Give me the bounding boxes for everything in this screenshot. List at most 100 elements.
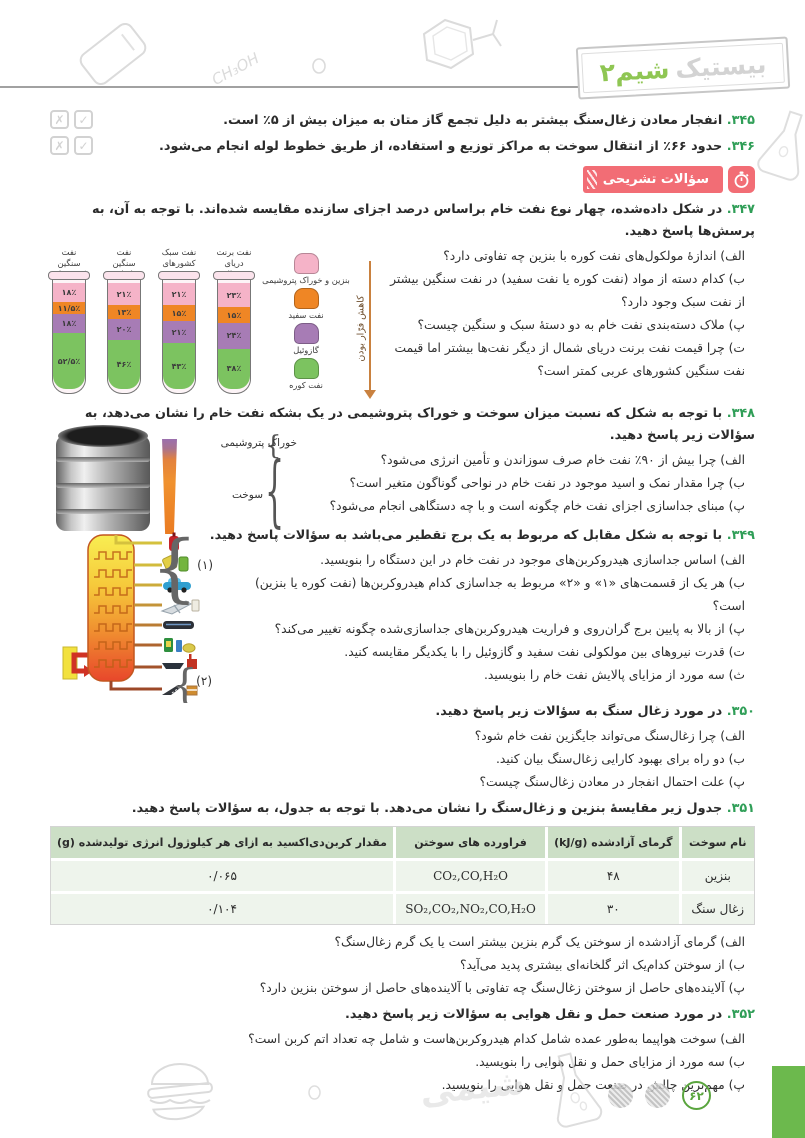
dot-doodle <box>312 58 326 74</box>
subquestion: ب) هر یک از قسمت‌های «۱» و «۲» مربوط به … <box>254 576 745 613</box>
product-pipes <box>109 535 162 691</box>
tube-segment: ۱۵٪ <box>218 307 250 324</box>
question-347-subquestions: الف) اندازهٔ مولکول‌های نفت کوره با بنزی… <box>380 245 755 383</box>
header-divider <box>0 86 578 88</box>
decorative-circle <box>645 1083 670 1108</box>
tube-arab-heavy: نفت سنگین کشورهای عربی ۱۸٪ ۱۱/۵٪ ۱۸٪ ۵۲/… <box>48 247 90 394</box>
table-header-row: نام سوخت گرمای آزادشده (kJ/g) فراورده ها… <box>51 827 754 860</box>
subquestion: الف) چرا زغال‌سنگ می‌تواند جایگزین نفت خ… <box>474 729 745 743</box>
section-badge-label: سؤالات تشریحی <box>582 166 723 193</box>
subquestion: پ) از بالا به پایین برج گران‌روی و فراری… <box>274 622 745 636</box>
brand-logo: بیستیک شیم۲ <box>575 36 791 100</box>
tube-segment: ۲۱٪ <box>163 283 195 306</box>
group1-brace: } <box>151 527 198 611</box>
subquestion: ب) دو راه برای بهبود کارایی زغال‌سنگ بیا… <box>496 752 745 766</box>
oil-barrel <box>56 425 150 531</box>
tube-segment: ۲۱٪ <box>163 321 195 344</box>
ship-factory-icon <box>162 654 197 669</box>
tower-trays <box>94 551 132 668</box>
tube-segment: ۱۸٪ <box>53 314 85 334</box>
tube-iran-heavy: نفت سنگین ایران ۲۱٪ ۱۳٪ ۲۰٪ ۴۶٪ <box>103 247 145 394</box>
section-badge: سؤالات تشریحی <box>50 166 755 193</box>
group2-label: (۲) <box>196 674 212 688</box>
statement-345-text: ۳۴۵. انفجار معادن زغال‌سنگ بیشتر به دلیل… <box>223 113 755 128</box>
subquestion: الف) اساس جداسازی هیدروکربن‌های موجود در… <box>320 553 745 567</box>
subquestion: الف) گرمای آزادشده از سوختن یک گرم بنزین… <box>334 935 745 949</box>
oil-barrel-figure: } خوراک پتروشیمی } سوخت <box>56 425 306 539</box>
gas-cylinder-icon <box>169 532 179 551</box>
flask-doodle-bottom <box>536 1044 609 1133</box>
statement-346: ۳۴۶. حدود ۶۶٪ از انتقال سوخت به مراکز تو… <box>50 136 755 157</box>
oil-cans-icon <box>164 638 196 653</box>
cell-products: SO₂,CO₂,NO₂,CO,H₂O <box>392 891 547 924</box>
feedstock-label: خوراک پتروشیمی <box>220 437 297 449</box>
crude-oil-composition-chart: کاهش فرّار بودن بنزین و خوراک پتروشیمی ن… <box>48 245 380 399</box>
question-352: ۳۵۲. در مورد صنعت حمل و نقل هوایی به سؤا… <box>50 1004 755 1097</box>
tube-segment: ۱۵٪ <box>163 305 195 322</box>
cell-fuel: زغال سنگ <box>678 891 754 924</box>
column-header-co2: مقدار کربن‌دی‌اکسید به ازای هر کیلوژول ا… <box>51 827 395 860</box>
tube-segment: ۲۴٪ <box>218 323 250 349</box>
subquestion: پ) ملاک دسته‌بندی نفت خام به دو دستهٔ سب… <box>417 318 745 332</box>
legend-swatch-kerosene <box>293 288 319 309</box>
statement-346-text: ۳۴۶. حدود ۶۶٪ از انتقال سوخت به مراکز تو… <box>159 139 755 154</box>
fuel-label: سوخت <box>231 489 263 501</box>
tube-segment: ۲۱٪ <box>108 283 140 306</box>
question-347: ۳۴۷. در شکل داده‌شده، چهار نوع نفت خام ب… <box>48 199 755 399</box>
asphalt-road-icon <box>162 685 198 696</box>
brand-logo-gray-text: بیستیک <box>674 49 768 83</box>
legend-item: گازوئیل <box>293 323 319 355</box>
subquestion: ب) کدام دسته از مواد (نفت کوره یا نفت سف… <box>390 272 745 309</box>
subquestion: الف) چرا بیش از ۹۰٪ نفت خام صرف سوزاندن … <box>380 453 745 467</box>
question-348-subquestions: الف) چرا بیش از ۹۰٪ نفت خام صرف سوزاندن … <box>290 449 755 518</box>
tube-segment: ۴۶٪ <box>108 340 140 389</box>
tube-segment: ۱۳٪ <box>108 305 140 320</box>
subquestion: پ) مهم‌ترین چالش در صنعت حمل و نقل هوایی… <box>441 1078 745 1092</box>
dot-doodle <box>308 1085 321 1100</box>
feedstock-brace: } <box>265 431 282 461</box>
tube-segment: ۲۳٪ <box>218 283 250 308</box>
legend-item: نفت سفید <box>288 288 324 320</box>
group1-label: (۱) <box>197 558 213 572</box>
question-number: ۳۴۶. <box>726 139 755 154</box>
subquestion: الف) سوخت هواپیما به‌طور عمده شامل کدام … <box>248 1032 745 1046</box>
subquestion: پ) علت احتمال انفجار در معادن زغال‌سنگ چ… <box>479 775 745 789</box>
legend-swatch-fueloil <box>293 358 319 379</box>
correct-checkbox[interactable]: ✓ <box>74 110 93 129</box>
cell-co2: ۰/۱۰۴ <box>51 891 395 924</box>
phone-doodle-icon <box>75 18 152 90</box>
subquestion: ب) سه مورد از مزایای حمل و نقل هوایی را … <box>475 1055 745 1069</box>
subquestion: ت) قدرت نیروهای بین مولکولی نفت سفید و گ… <box>344 645 745 659</box>
subquestion: ب) چرا مقدار نمک و اسید موجود در نفت خام… <box>349 476 745 490</box>
page-edge-tab <box>772 1066 805 1138</box>
column-header-fuel: نام سوخت <box>678 827 754 860</box>
legend-item: بنزین و خوراک پتروشیمی <box>262 253 350 285</box>
chart-legend: بنزین و خوراک پتروشیمی نفت سفید گازوئیل <box>254 247 358 393</box>
column-header-products: فراورده های سوختن <box>392 827 547 860</box>
question-number: ۳۴۵. <box>726 113 755 128</box>
correct-checkbox[interactable]: ✓ <box>74 136 93 155</box>
question-350: ۳۵۰. در مورد زغال سنگ به سؤالات زیر پاسخ… <box>50 701 755 794</box>
cell-co2: ۰/۰۶۵ <box>51 858 395 893</box>
tube-brent: نفت برنت دریای شمال ۲۳٪ ۱۵٪ ۲۴٪ ۳۸٪ <box>213 247 255 394</box>
methanol-formula-doodle: CH₃OH <box>208 49 263 89</box>
car-icon <box>163 578 191 593</box>
legend-swatch-gasoline <box>293 253 319 274</box>
fuel-brace: } <box>265 447 285 539</box>
column-header-heat: گرمای آزادشده (kJ/g) <box>545 827 681 860</box>
wrong-checkbox[interactable]: ✗ <box>50 110 69 129</box>
legend-swatch-gasoil <box>293 323 319 344</box>
brand-logo-green-text: شیم۲ <box>598 54 671 87</box>
tube-segment: ۳۸٪ <box>218 348 250 389</box>
subquestion: ب) از سوختن کدام‌یک اثر گلخانه‌ای بیشتری… <box>459 958 745 972</box>
table-row: بنزین ۴۸ CO₂,CO,H₂O ۰/۰۶۵ <box>51 858 754 893</box>
wrong-checkbox[interactable]: ✗ <box>50 136 69 155</box>
question-351-title: ۳۵۱. جدول زیر مقایسهٔ بنزین و زغال‌سنگ ر… <box>131 801 755 816</box>
question-351: ۳۵۱. جدول زیر مقایسهٔ بنزین و زغال‌سنگ ر… <box>50 798 755 1000</box>
tube-arab-light: نفت سبک کشورهای عربی ۲۱٪ ۱۵٪ ۲۱٪ ۴۳٪ <box>158 247 200 394</box>
cell-heat: ۴۸ <box>545 858 681 893</box>
distillation-tower-figure: } (۱) } (۲) <box>50 525 230 709</box>
stopwatch-icon <box>728 166 755 193</box>
question-348: ۳۴۸. با توجه به شکل که نسبت میزان سوخت و… <box>50 403 755 534</box>
volatility-arrow-label: کاهش فرّار بودن <box>355 295 367 362</box>
